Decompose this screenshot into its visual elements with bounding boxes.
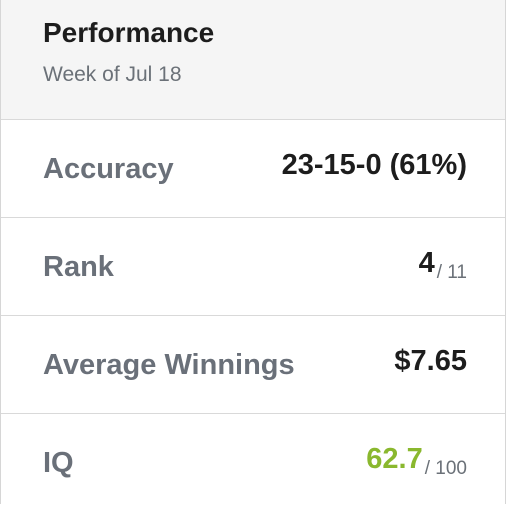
average-winnings-value: $7.65	[394, 344, 467, 378]
rank-label: Rank	[43, 251, 114, 283]
rank-total-text: / 11	[436, 262, 467, 283]
average-winnings-value-text: $7.65	[394, 345, 467, 377]
stat-row-iq: IQ 62.7/ 100	[1, 414, 505, 512]
performance-header: Performance Week of Jul 18	[1, 0, 505, 120]
header-title: Performance	[43, 17, 215, 48]
iq-value-text: 62.7	[366, 443, 423, 475]
header-subtitle: Week of Jul 18	[43, 63, 182, 86]
iq-label: IQ	[43, 447, 74, 479]
iq-value: 62.7/ 100	[366, 442, 467, 480]
accuracy-value-text: 23-15-0 (61%)	[281, 149, 467, 181]
stat-row-accuracy: Accuracy 23-15-0 (61%)	[1, 120, 505, 218]
rank-value-text: 4	[418, 247, 435, 279]
iq-max-text: / 100	[424, 458, 467, 479]
stat-row-average-winnings: Average Winnings $7.65	[1, 316, 505, 414]
accuracy-label: Accuracy	[43, 153, 174, 185]
average-winnings-label: Average Winnings	[43, 349, 295, 381]
accuracy-value: 23-15-0 (61%)	[282, 148, 467, 182]
rank-value: 4/ 11	[419, 246, 467, 284]
stat-row-rank: Rank 4/ 11	[1, 218, 505, 316]
